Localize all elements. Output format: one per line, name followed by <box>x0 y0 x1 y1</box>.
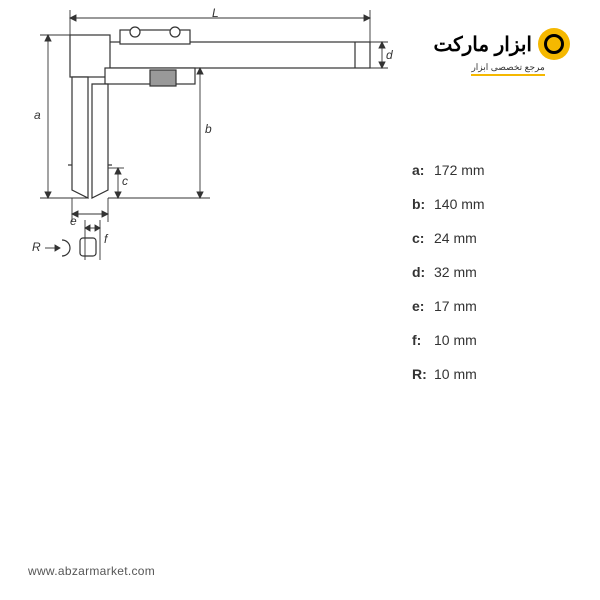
spec-val: 10 mm <box>434 332 477 348</box>
dim-d: d <box>386 48 393 62</box>
spec-key: b: <box>412 196 434 212</box>
spec-val: 32 mm <box>434 264 477 280</box>
spec-val: 17 mm <box>434 298 477 314</box>
dim-b: b <box>205 122 212 136</box>
spec-val: 140 mm <box>434 196 485 212</box>
spec-key: c: <box>412 230 434 246</box>
spec-val: 24 mm <box>434 230 477 246</box>
dim-e: e <box>70 214 77 228</box>
logo-row: ابزار مارکت <box>433 28 570 60</box>
spec-val: 10 mm <box>434 366 477 382</box>
spec-row: b: 140 mm <box>412 196 562 212</box>
spec-key: R: <box>412 366 434 382</box>
target-icon <box>538 28 570 60</box>
dim-L: L <box>212 6 219 20</box>
dim-a: a <box>34 108 41 122</box>
diagram-svg <box>0 0 390 300</box>
footer-url: www.abzarmarket.com <box>28 564 155 578</box>
spec-row: f: 10 mm <box>412 332 562 348</box>
dim-f: f <box>104 232 107 246</box>
spec-row: R: 10 mm <box>412 366 562 382</box>
spec-row: c: 24 mm <box>412 230 562 246</box>
logo-subtitle: مرجع تخصصی ابزار <box>471 62 544 76</box>
dim-R: R <box>32 240 41 254</box>
logo-text: ابزار مارکت <box>433 32 532 57</box>
spec-key: e: <box>412 298 434 314</box>
spec-row: a: 172 mm <box>412 162 562 178</box>
spec-key: f: <box>412 332 434 348</box>
caliper-diagram: L a b c d e f R <box>0 0 390 300</box>
spec-row: e: 17 mm <box>412 298 562 314</box>
spec-key: d: <box>412 264 434 280</box>
spec-key: a: <box>412 162 434 178</box>
dim-c: c <box>122 174 128 188</box>
spec-table: a: 172 mm b: 140 mm c: 24 mm d: 32 mm e:… <box>412 162 562 400</box>
spec-row: d: 32 mm <box>412 264 562 280</box>
brand-logo: ابزار مارکت مرجع تخصصی ابزار <box>433 28 570 76</box>
spec-val: 172 mm <box>434 162 485 178</box>
